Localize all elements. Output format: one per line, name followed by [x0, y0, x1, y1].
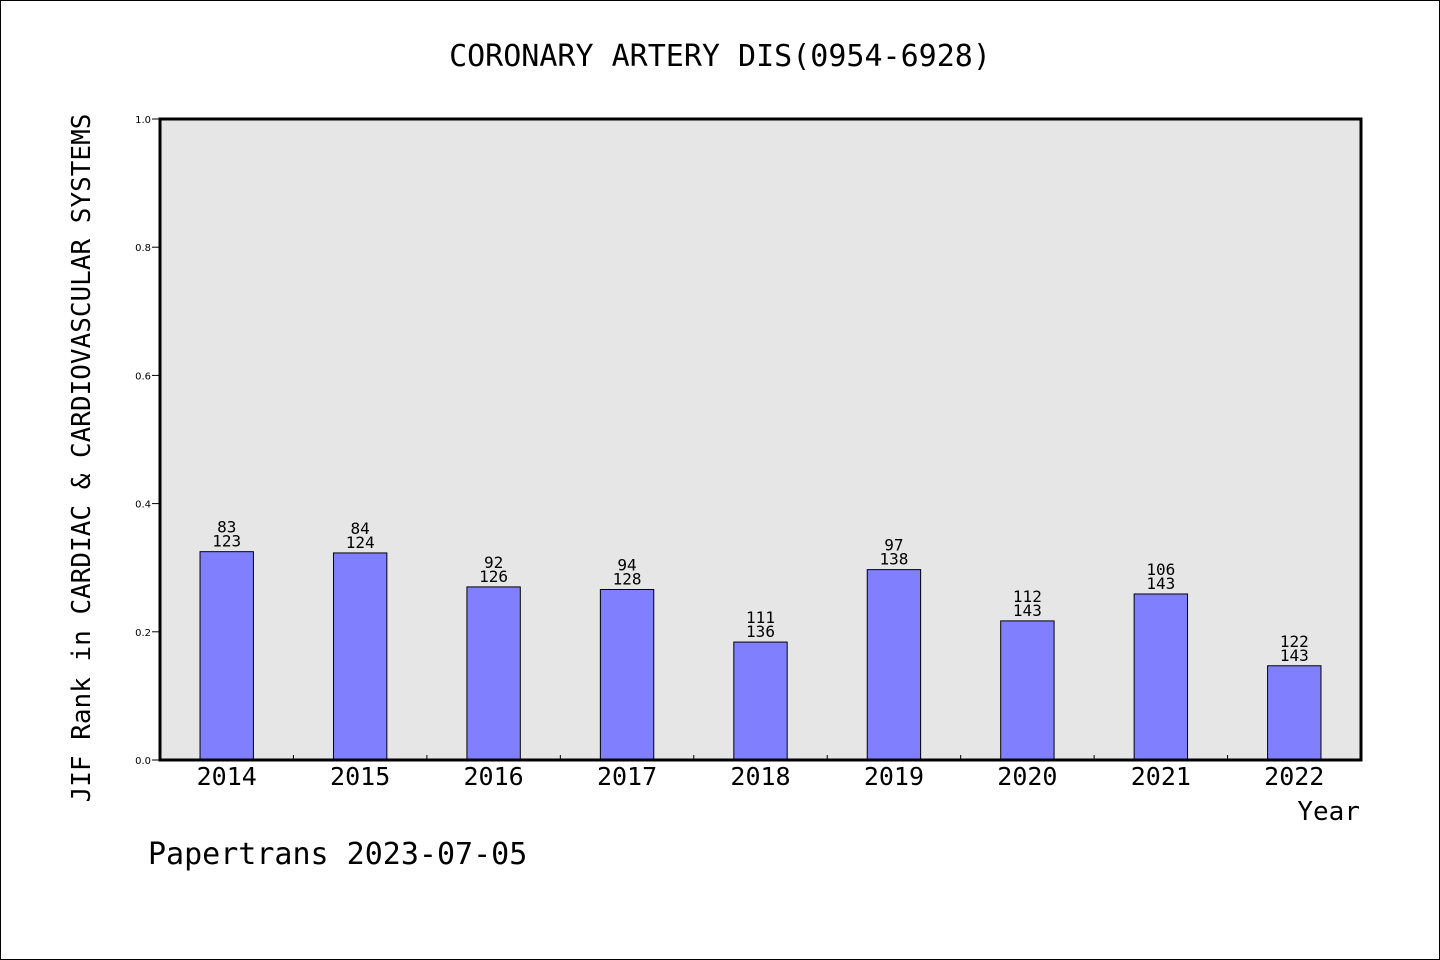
bar-total-label: 143	[1013, 601, 1042, 620]
bar-rank-label: 97	[884, 536, 903, 555]
y-tick-label: 0.8	[135, 243, 151, 254]
x-tick-label: 2014	[197, 762, 257, 791]
y-tick-label: 1.0	[135, 115, 151, 126]
bar-rank-label: 92	[484, 553, 503, 572]
x-tick-label: 2018	[730, 762, 790, 791]
bar-total-label: 138	[879, 550, 908, 569]
bar	[199, 551, 254, 761]
x-tick-label: 2020	[997, 762, 1057, 791]
bar	[733, 641, 788, 761]
bar-rank-label: 84	[351, 519, 370, 538]
bar-total-label: 136	[746, 622, 775, 641]
y-axis-label: JIF Rank in CARDIAC & CARDIOVASCULAR SYS…	[67, 114, 97, 803]
x-axis-label: Year	[1297, 797, 1360, 827]
y-tick-label: 0.2	[135, 628, 151, 639]
bar-total-label: 128	[613, 569, 642, 588]
y-tick-label: 0.0	[135, 756, 151, 767]
bar-rank-label: 83	[217, 518, 236, 537]
x-tick-label: 2016	[464, 762, 524, 791]
bar-total-label: 143	[1280, 646, 1309, 665]
bar-rank-label: 94	[617, 555, 636, 574]
bar-rank-label: 112	[1013, 587, 1042, 606]
chart-title: CORONARY ARTERY DIS(0954-6928)	[449, 39, 991, 74]
bar-total-label: 124	[346, 533, 375, 552]
x-tick-label: 2022	[1264, 762, 1324, 791]
x-tick-label: 2015	[330, 762, 390, 791]
x-axis: 2014 2015 2016 2017 2018 2019 2020 2021 2022	[197, 755, 1324, 791]
footer-credit: Papertrans 2023-07-05	[148, 837, 527, 872]
plot-border	[158, 117, 1363, 762]
bar-rank-label: 106	[1146, 560, 1175, 579]
bar-total-label: 143	[1146, 574, 1175, 593]
bar-total-label: 123	[212, 532, 241, 551]
bar-labels: 8312384124921269412811113697138112143106…	[212, 518, 1308, 665]
bar-total-label: 126	[479, 567, 508, 586]
bar	[1267, 665, 1322, 761]
bar	[866, 569, 922, 761]
bar-rank-label: 122	[1280, 632, 1309, 651]
bar	[599, 588, 655, 761]
x-tick-label: 2021	[1131, 762, 1191, 791]
bar	[466, 586, 521, 761]
y-tick-label: 0.4	[135, 500, 151, 511]
bar-series	[199, 551, 1322, 761]
bar	[1133, 593, 1189, 761]
y-axis: 0.0 0.2 0.4 0.6 0.8 1.0	[135, 115, 160, 767]
y-tick-label: 0.6	[135, 371, 151, 382]
bar	[1000, 620, 1055, 761]
x-tick-label: 2017	[597, 762, 657, 791]
x-tick-label: 2019	[864, 762, 924, 791]
bar	[332, 552, 388, 761]
bar-rank-label: 111	[746, 608, 775, 627]
